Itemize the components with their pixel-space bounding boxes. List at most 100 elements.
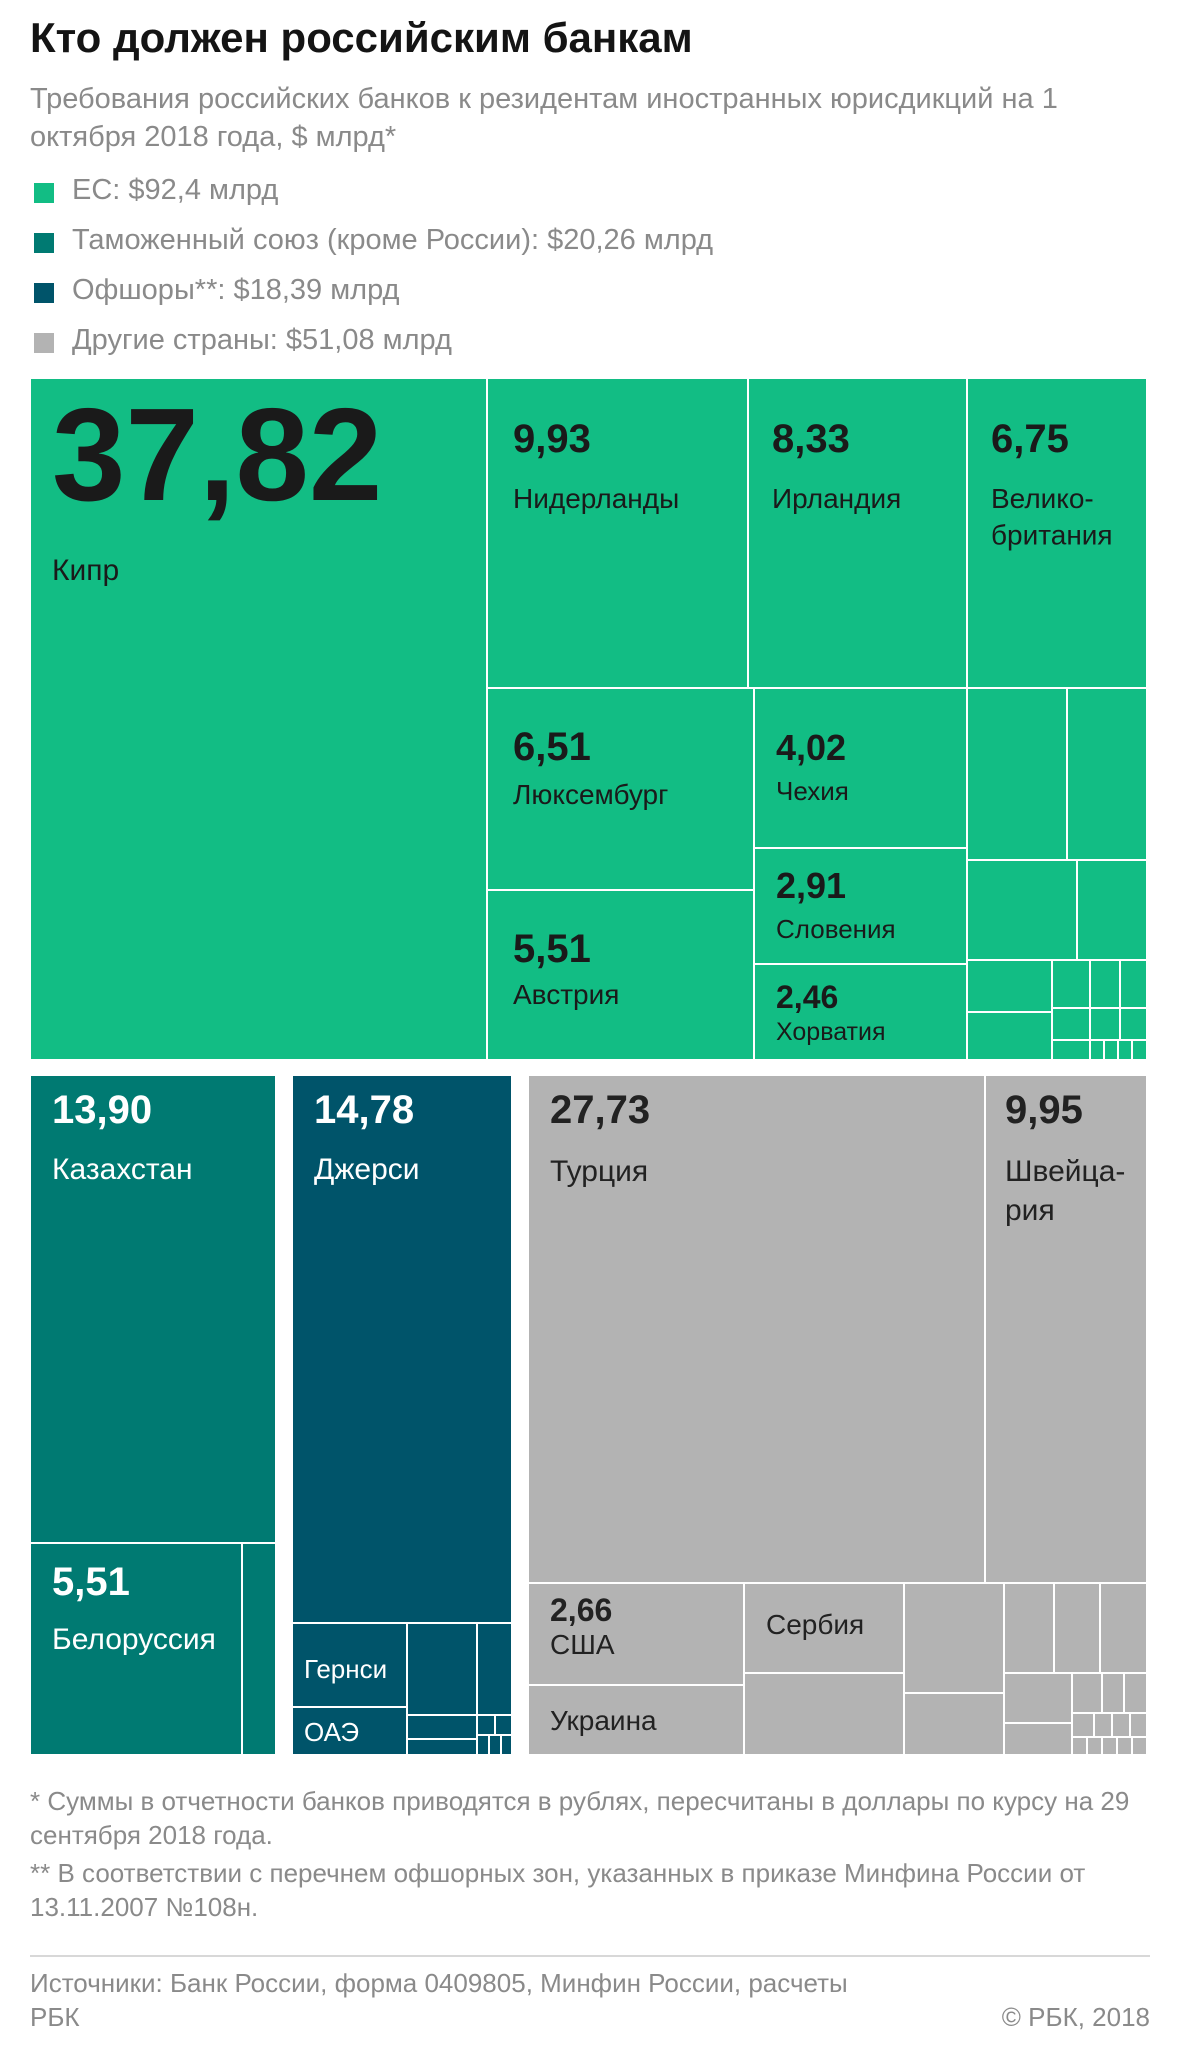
cell-other-small-9 bbox=[1071, 1672, 1103, 1714]
name-label-austria: Австрия bbox=[513, 979, 619, 1010]
cell-austria bbox=[486, 889, 755, 1061]
name-label-uk-line2: британия bbox=[991, 519, 1113, 550]
name-label-croatia: Хорватия bbox=[776, 1018, 886, 1046]
cell-other-small-7 bbox=[1003, 1672, 1073, 1724]
name-label-netherlands: Нидерланды bbox=[513, 483, 679, 514]
cell-cyprus bbox=[29, 377, 488, 1061]
cell-ukraine bbox=[527, 1684, 745, 1756]
cell-offshore-other-8 bbox=[488, 1734, 502, 1756]
legend-swatch-customs-union bbox=[34, 233, 54, 253]
cell-other-small-19 bbox=[1116, 1736, 1133, 1756]
name-label-slovenia: Словения bbox=[776, 914, 896, 944]
footnote-1: * Суммы в отчетности банков приводятся в… bbox=[30, 1786, 1130, 1850]
cell-offshore-other-3 bbox=[406, 1714, 478, 1740]
name-label-switzerland-line2: рия bbox=[1005, 1194, 1055, 1227]
cell-offshore-other-6 bbox=[494, 1714, 513, 1736]
legend-label-customs-union: Таможенный союз (кроме России): $20,26 м… bbox=[72, 224, 714, 256]
name-label-usa: США bbox=[550, 1629, 615, 1660]
legend-label-other: Другие страны: $51,08 млрд bbox=[72, 324, 452, 356]
value-label-croatia: 2,46 bbox=[776, 979, 838, 1015]
cell-eu-other-4 bbox=[1076, 859, 1148, 961]
chart-subtitle: Требования российских банков к резидента… bbox=[30, 83, 1058, 153]
cell-other-small-6 bbox=[1099, 1582, 1148, 1674]
cell-eu-other-16 bbox=[1117, 1039, 1133, 1061]
cell-other-small-18 bbox=[1101, 1736, 1118, 1756]
cell-other-small-1 bbox=[743, 1672, 905, 1756]
cell-other-small-12 bbox=[1071, 1712, 1095, 1738]
name-label-kazakhstan: Казахстан bbox=[52, 1153, 193, 1186]
legend-swatch-eu bbox=[34, 183, 54, 203]
name-label-turkey: Турция bbox=[550, 1155, 648, 1188]
cell-eu-other-7 bbox=[1051, 959, 1091, 1009]
cell-jersey bbox=[291, 1074, 513, 1624]
value-label-luxembourg: 6,51 bbox=[513, 725, 591, 769]
cell-eu-other-13 bbox=[1119, 1007, 1148, 1041]
value-label-slovenia: 2,91 bbox=[776, 865, 846, 906]
cell-other-small-16 bbox=[1071, 1736, 1088, 1756]
cell-switzerland bbox=[984, 1074, 1148, 1584]
legend-swatch-other bbox=[34, 333, 54, 353]
cell-luxembourg bbox=[486, 687, 755, 891]
cell-offshore-other-9 bbox=[500, 1734, 513, 1756]
cell-offshore-other-5 bbox=[476, 1714, 496, 1736]
name-label-cyprus: Кипр bbox=[52, 554, 119, 587]
cell-offshore-other-2 bbox=[476, 1622, 513, 1716]
name-label-ireland: Ирландия bbox=[772, 483, 901, 514]
cell-other-small-8 bbox=[1003, 1722, 1073, 1756]
value-label-cyprus: 37,82 bbox=[52, 381, 382, 528]
name-label-serbia: Сербия bbox=[766, 1609, 864, 1640]
footnotes: * Суммы в отчетности банков приводятся в… bbox=[30, 1784, 1160, 1924]
cell-other-small-10 bbox=[1101, 1672, 1125, 1714]
legend-label-offshore: Офшоры**: $18,39 млрд bbox=[72, 274, 400, 306]
cell-croatia bbox=[753, 963, 968, 1061]
cell-other-small-20 bbox=[1131, 1736, 1148, 1756]
cell-eu-other-12 bbox=[1089, 1007, 1121, 1041]
cell-customs-other-1 bbox=[241, 1542, 277, 1756]
cell-eu-other-15 bbox=[1103, 1039, 1119, 1061]
cell-eu-other-2 bbox=[1066, 687, 1148, 861]
cell-other-small-2 bbox=[903, 1582, 1005, 1694]
name-label-uk: Велико- bbox=[991, 483, 1094, 514]
sources: Источники: Банк России, форма 0409805, М… bbox=[30, 1968, 848, 2032]
value-label-czechia: 4,02 bbox=[776, 727, 846, 768]
value-label-netherlands: 9,93 bbox=[513, 417, 591, 461]
name-label-guernsey: Гернси bbox=[304, 1654, 387, 1684]
name-label-czechia: Чехия bbox=[776, 776, 849, 806]
cell-eu-other-17 bbox=[1131, 1039, 1148, 1061]
cell-belarus bbox=[29, 1542, 243, 1756]
cell-usa bbox=[527, 1582, 745, 1686]
cell-ireland bbox=[747, 377, 968, 689]
cell-other-small-4 bbox=[1003, 1582, 1055, 1674]
cell-other-small-15 bbox=[1129, 1712, 1148, 1738]
value-label-usa: 2,66 bbox=[550, 1592, 612, 1628]
value-label-belarus: 5,51 bbox=[52, 1560, 130, 1604]
value-label-uk: 6,75 bbox=[991, 417, 1069, 461]
cell-eu-other-1 bbox=[966, 687, 1068, 861]
cell-eu-other-8 bbox=[1089, 959, 1121, 1009]
cell-eu-other-9 bbox=[1119, 959, 1148, 1009]
cell-other-small-5 bbox=[1053, 1582, 1101, 1674]
cell-eu-other-6 bbox=[966, 1011, 1053, 1061]
cell-offshore-other-1 bbox=[406, 1622, 478, 1716]
footer-divider bbox=[30, 1955, 1150, 1957]
cell-czechia bbox=[753, 687, 968, 849]
name-label-luxembourg: Люксембург bbox=[513, 779, 668, 810]
value-label-jersey: 14,78 bbox=[314, 1088, 414, 1132]
cell-eu-other-5 bbox=[966, 959, 1053, 1013]
value-label-kazakhstan: 13,90 bbox=[52, 1088, 152, 1132]
cell-other-small-14 bbox=[1111, 1712, 1131, 1738]
cell-offshore-other-7 bbox=[476, 1734, 490, 1756]
value-label-switzerland: 9,95 bbox=[1005, 1088, 1083, 1132]
chart-title: Кто должен российским банкам bbox=[30, 14, 693, 61]
cell-eu-other-10 bbox=[1051, 1007, 1091, 1041]
value-label-austria: 5,51 bbox=[513, 927, 591, 971]
name-label-jersey: Джерси bbox=[314, 1153, 420, 1186]
name-label-uae: ОАЭ bbox=[304, 1717, 359, 1747]
cell-other-small-3 bbox=[903, 1692, 1005, 1756]
cell-eu-other-11 bbox=[1051, 1039, 1091, 1061]
cell-kazakhstan bbox=[29, 1074, 277, 1544]
cell-eu-other-3 bbox=[966, 859, 1078, 961]
cell-slovenia bbox=[753, 847, 968, 965]
name-label-ukraine: Украина bbox=[550, 1705, 657, 1736]
